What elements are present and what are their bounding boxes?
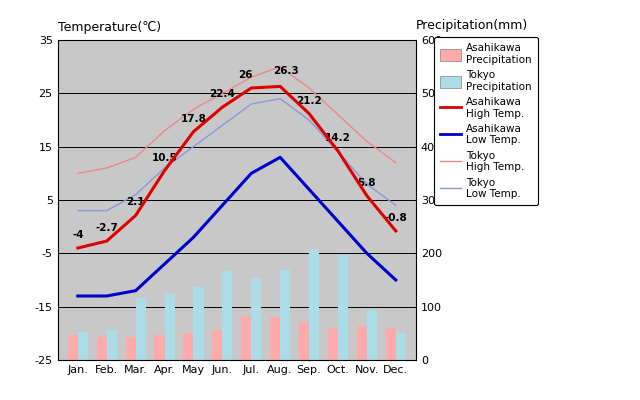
Text: 17.8: 17.8 (180, 114, 206, 124)
Text: -0.8: -0.8 (385, 213, 407, 223)
Bar (125, 336, 136, 360)
Text: 26: 26 (238, 70, 253, 80)
Text: 22.4: 22.4 (209, 89, 236, 99)
Bar (183, 333, 193, 360)
Text: 10.5: 10.5 (152, 153, 177, 163)
Text: 2.1: 2.1 (126, 198, 145, 208)
Bar (222, 271, 232, 360)
Text: 14.2: 14.2 (325, 133, 351, 143)
Bar (241, 316, 252, 360)
Bar (356, 326, 367, 360)
Text: -4: -4 (72, 230, 84, 240)
Bar (386, 328, 396, 360)
Text: -2.7: -2.7 (95, 223, 118, 233)
Bar (280, 270, 291, 360)
Bar (309, 248, 319, 360)
Legend: Asahikawa
Precipitation, Tokyo
Precipitation, Asahikawa
High Temp., Asahikawa
Lo: Asahikawa Precipitation, Tokyo Precipita… (434, 37, 538, 205)
Text: 21.2: 21.2 (296, 96, 322, 106)
Bar (252, 278, 261, 360)
Bar (164, 294, 175, 360)
Bar (367, 310, 377, 360)
Bar (78, 332, 88, 360)
Bar (154, 336, 164, 360)
Text: 26.3: 26.3 (273, 66, 299, 76)
Bar (107, 330, 117, 360)
Bar (299, 322, 309, 360)
Text: 5.8: 5.8 (358, 178, 376, 188)
Bar (193, 287, 204, 360)
Bar (97, 336, 107, 360)
Bar (396, 333, 406, 360)
Text: Temperature(℃): Temperature(℃) (58, 20, 161, 34)
Bar (338, 255, 348, 360)
Bar (136, 298, 146, 360)
Bar (328, 328, 338, 360)
Text: Precipitation(mm): Precipitation(mm) (416, 19, 528, 32)
Bar (212, 330, 222, 360)
Bar (270, 317, 280, 360)
Bar (68, 335, 78, 360)
